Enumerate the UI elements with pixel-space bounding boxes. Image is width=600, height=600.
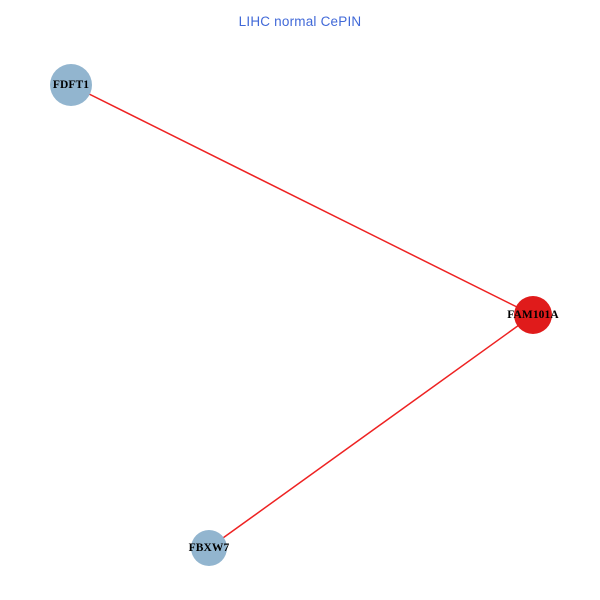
- node-label: FDFT1: [52, 79, 90, 91]
- node-label: FAM101A: [507, 309, 559, 321]
- node-circle-icon: [191, 530, 227, 566]
- network-edge[interactable]: [208, 314, 534, 549]
- network-node-fdft1[interactable]: FDFT1: [50, 64, 92, 106]
- node-circle-icon: [50, 64, 92, 106]
- network-node-fam101a[interactable]: FAM101A: [507, 296, 559, 334]
- page-title: LIHC normal CePIN: [238, 14, 362, 29]
- node-circle-icon: [514, 296, 552, 334]
- network-node-fbxw7[interactable]: FBXW7: [188, 530, 230, 566]
- network-edge[interactable]: [70, 84, 534, 316]
- node-label: FBXW7: [188, 542, 230, 554]
- network-edges: [70, 84, 534, 549]
